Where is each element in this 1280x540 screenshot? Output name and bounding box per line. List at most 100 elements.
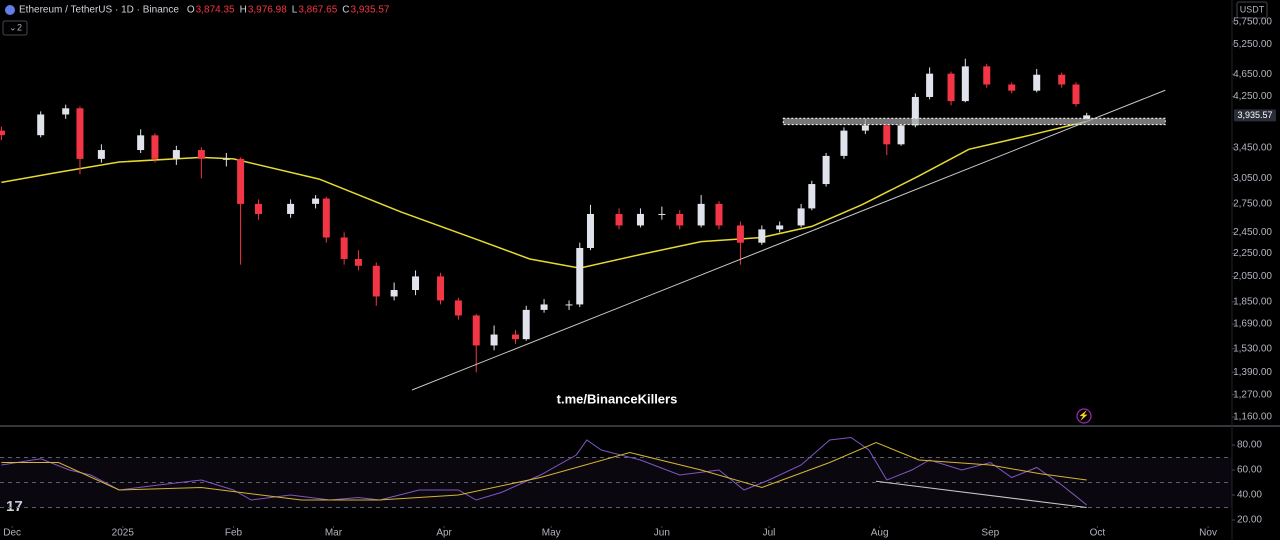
candle-body xyxy=(172,150,180,159)
y-tick-label: 3,050.00 xyxy=(1233,173,1272,184)
candle-body xyxy=(76,108,84,159)
y-tick-label: 1,160.00 xyxy=(1233,412,1272,423)
x-tick-label: Nov xyxy=(1199,528,1217,539)
candle-body xyxy=(151,135,159,159)
x-tick-label: Oct xyxy=(1090,528,1106,539)
x-tick-label: Sep xyxy=(981,528,999,539)
candle-body xyxy=(822,155,830,185)
watermark: t.me/BinanceKillers xyxy=(557,391,678,406)
rsi-line xyxy=(1,436,1088,506)
y-tick-label: 5,250.00 xyxy=(1233,39,1272,50)
y-tick-label: 80.00 xyxy=(1237,440,1262,451)
y-tick-label: 3,450.00 xyxy=(1233,143,1272,154)
y-tick-label: 60.00 xyxy=(1237,465,1262,476)
toggle-arrow: ⌄ xyxy=(9,22,17,32)
candle-body xyxy=(372,265,380,297)
candle-body xyxy=(926,73,934,97)
trendline xyxy=(411,89,1166,391)
candle-body xyxy=(947,73,955,102)
y-tick-label: 40.00 xyxy=(1237,490,1262,501)
alert-glyph: ⚡ xyxy=(1078,409,1089,421)
candle-body xyxy=(715,203,723,226)
candle-body xyxy=(540,304,548,310)
candle-body xyxy=(222,158,230,160)
currency-button[interactable] xyxy=(1236,1,1268,19)
ohlc-value: 3,874.35 xyxy=(196,5,235,16)
candle-body xyxy=(287,203,295,214)
candle-body xyxy=(472,315,480,346)
ohlc-value: 3,976.98 xyxy=(248,5,287,16)
y-tick-label: 2,450.00 xyxy=(1233,227,1272,238)
header: Ethereum / TetherUS · 1D · Binance xyxy=(5,5,179,16)
candle-body xyxy=(390,290,398,297)
x-tick-label: Apr xyxy=(436,528,452,539)
candle-body xyxy=(776,225,784,230)
ohlc-key: C xyxy=(342,5,349,16)
candle-body xyxy=(97,150,105,159)
candle-body xyxy=(312,198,320,204)
candle-body xyxy=(1058,74,1066,85)
y-tick-label: 20.00 xyxy=(1237,515,1262,526)
ohlc-value: 3,867.65 xyxy=(298,5,337,16)
price-tag-label: 3,935.57 xyxy=(1237,110,1272,120)
candle-body xyxy=(808,184,816,209)
symbol-icon xyxy=(5,5,15,15)
candle-body xyxy=(615,213,623,226)
candle-body xyxy=(565,304,573,306)
candle-body xyxy=(797,208,805,226)
candle-body xyxy=(736,225,744,243)
y-tick-label: 2,050.00 xyxy=(1233,271,1272,282)
candle-body xyxy=(354,258,362,266)
candle-body xyxy=(861,125,869,131)
candle-body xyxy=(197,150,205,159)
candle-body xyxy=(254,203,262,214)
x-tick-label: Dec xyxy=(3,528,21,539)
x-tick-label: Feb xyxy=(225,528,243,539)
alert-icon[interactable] xyxy=(1076,408,1092,424)
candle-body xyxy=(0,130,5,136)
candle-body xyxy=(676,213,684,226)
candle-body xyxy=(636,213,644,226)
candle-body xyxy=(62,108,70,115)
ohlc-key: L xyxy=(292,5,298,16)
ohlc-key: O xyxy=(187,5,195,16)
y-tick-label: 5,750.00 xyxy=(1233,16,1272,27)
rsi-line xyxy=(1,441,1087,501)
logo: 17 xyxy=(6,498,23,515)
candle-body xyxy=(512,334,520,340)
y-tick-label: 4,650.00 xyxy=(1233,69,1272,80)
candle-body xyxy=(840,130,848,156)
candle-body xyxy=(37,114,45,136)
candle-body xyxy=(961,66,969,102)
candle-body xyxy=(322,198,330,238)
rsi-trendline xyxy=(876,480,1087,508)
x-tick-label: Aug xyxy=(871,528,889,539)
indicator-count: 2 xyxy=(17,22,22,32)
candle-body xyxy=(340,237,348,259)
candle-body xyxy=(576,247,584,305)
price-tag xyxy=(1234,109,1276,122)
candle-body xyxy=(437,276,445,301)
candle-body xyxy=(758,229,766,243)
candle-body xyxy=(137,135,145,151)
candle-body xyxy=(454,300,462,316)
candle-body xyxy=(412,276,420,291)
candle-body xyxy=(1072,84,1080,105)
indicator-toggle[interactable] xyxy=(2,20,28,36)
ohlc-key: H xyxy=(240,5,247,16)
y-tick-label: 1,530.00 xyxy=(1233,343,1272,354)
x-tick-label: May xyxy=(542,528,561,539)
candle-body xyxy=(1008,84,1016,91)
x-tick-label: Jul xyxy=(763,528,776,539)
candle-body xyxy=(1083,115,1091,120)
candle-body xyxy=(883,125,891,145)
support-zone xyxy=(782,117,1166,126)
y-tick-label: 4,250.00 xyxy=(1233,91,1272,102)
candle-body xyxy=(237,158,245,204)
x-tick-label: Jun xyxy=(654,528,670,539)
candle-body xyxy=(983,66,991,85)
x-tick-label: Mar xyxy=(325,528,343,539)
